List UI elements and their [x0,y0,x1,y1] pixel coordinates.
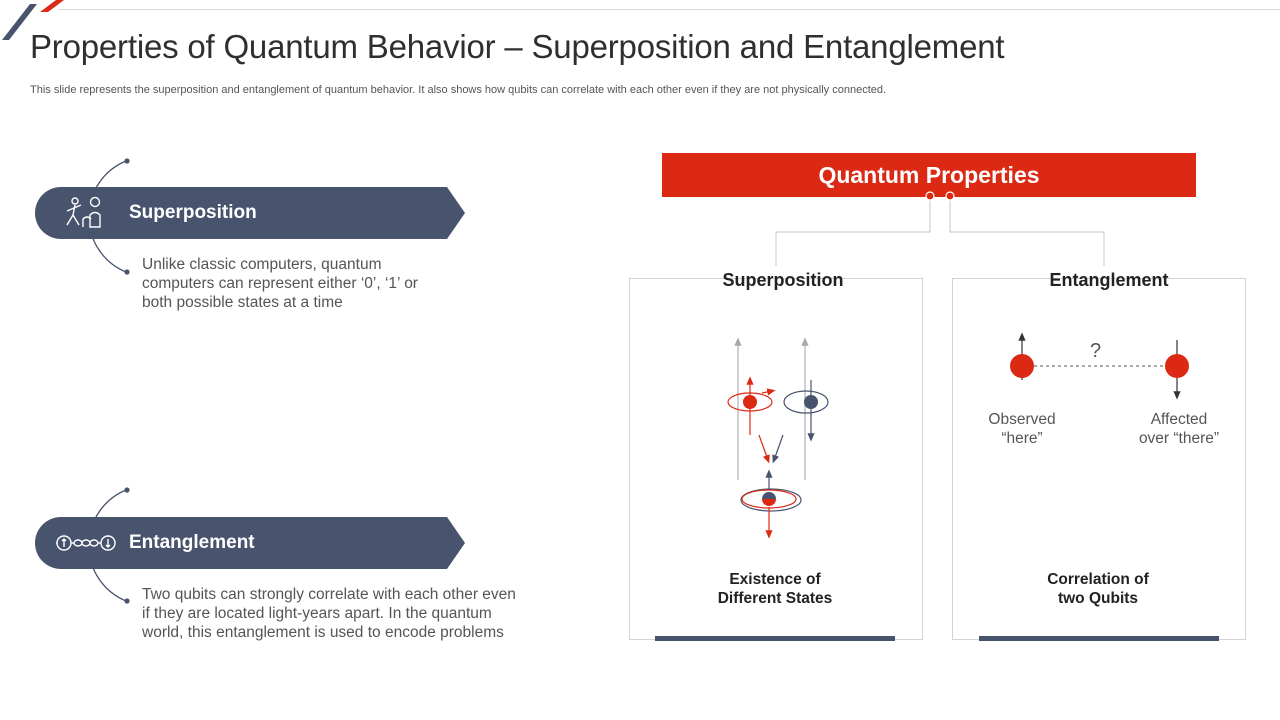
entanglement-label: Entanglement [129,532,255,553]
description-line: computers can represent either ‘0’, ‘1’ … [142,275,418,292]
observed-label: Observed “here” [972,410,1072,448]
superposition-box-title: Superposition [722,270,844,290]
caption-line: two Qubits [1057,590,1139,607]
logo-stripes [2,0,64,40]
page-title: Properties of Quantum Behavior – Superpo… [30,28,1005,65]
label-line: Affected [1150,411,1208,428]
superposition-base-bar [655,636,895,641]
description-line: if they are located light-years apart. I… [142,605,492,622]
label-line: Observed [988,411,1056,428]
quantum-properties-header: Quantum Properties [662,153,1196,197]
people-icon [66,196,101,228]
description-line: Unlike classic computers, quantum [142,256,382,273]
superposition-label: Superposition [129,202,257,223]
superposition-description: Unlike classic computers, quantum comput… [142,255,418,312]
chain-icon [56,535,116,551]
caption-line: Different States [717,590,833,607]
entanglement-caption: Correlation of two Qubits [952,570,1244,608]
question-mark: ? [1090,340,1102,362]
label-line: over “there” [1138,430,1220,447]
page-subtitle: This slide represents the superposition … [30,84,887,96]
caption-line: Existence of [729,571,821,588]
description-line: world, this entanglement is used to enco… [142,624,504,641]
entanglement-description: Two qubits can strongly correlate with e… [142,585,516,642]
description-line: Two qubits can strongly correlate with e… [142,586,516,603]
top-divider [58,9,1280,10]
entanglement-illustration [1010,332,1189,400]
entanglement-banner: Entanglement [35,517,465,569]
superposition-caption: Existence of Different States [629,570,921,608]
caption-line: Correlation of [1047,571,1149,588]
entanglement-box-title: Entanglement [1049,270,1169,290]
superposition-banner: Superposition [35,187,465,239]
entanglement-base-bar [979,636,1219,641]
affected-label: Affected over “there” [1124,410,1234,448]
description-line: both possible states at a time [142,294,343,311]
superposition-illustration [727,337,829,539]
connectors [775,191,1105,266]
label-line: “here” [1001,430,1043,447]
